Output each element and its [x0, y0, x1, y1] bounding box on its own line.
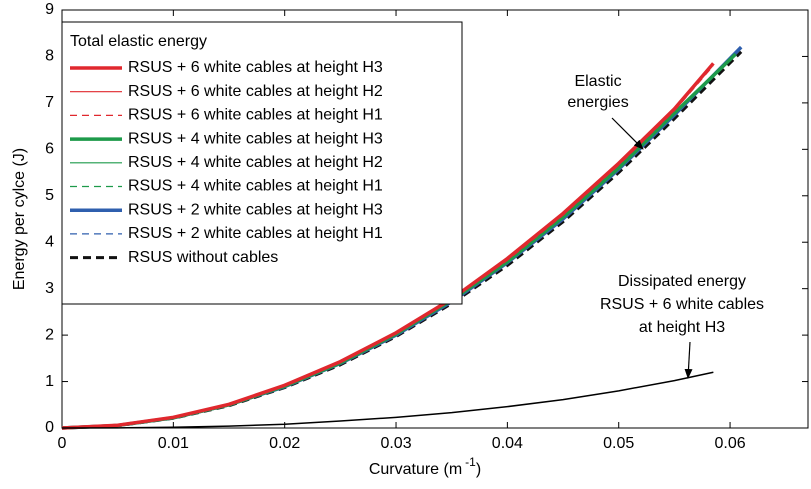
y-tick-label: 7: [45, 94, 54, 111]
series-line: [61, 62, 715, 430]
legend-label: RSUS + 4 white cables at height H1: [128, 178, 383, 195]
legend-label: RSUS + 2 white cables at height H3: [128, 201, 383, 218]
x-axis-label-sup: -1: [465, 455, 476, 469]
y-tick-label: 0: [45, 419, 54, 436]
annotation: at height H3: [639, 319, 725, 336]
legend-title: Total elastic energy: [70, 33, 207, 50]
x-tick-label: 0.02: [269, 435, 300, 452]
legend-label: RSUS + 2 white cables at height H1: [128, 225, 383, 242]
x-axis-label: Curvature (m -1): [369, 455, 481, 478]
legend-label: RSUS + 6 white cables at height H3: [128, 59, 383, 76]
y-tick-label: 6: [45, 141, 54, 158]
x-tick-label: 0.01: [158, 435, 189, 452]
y-tick-label: 9: [45, 1, 54, 18]
x-tick-label: 0.05: [603, 435, 634, 452]
y-axis-label: Energy per cylce (J): [11, 148, 28, 290]
y-tick-label: 4: [45, 233, 54, 250]
legend-label: RSUS + 4 white cables at height H2: [128, 154, 383, 171]
legend-label: RSUS + 6 white cables at height H2: [128, 83, 383, 100]
y-tick-label: 8: [45, 48, 54, 65]
y-tick-label: 5: [45, 187, 54, 204]
annotation: energies: [567, 94, 628, 111]
annotation-arrow: [611, 117, 644, 150]
legend-box: [61, 21, 463, 305]
x-axis-label-main: Curvature (m: [369, 461, 462, 478]
x-tick-label: 0.04: [492, 435, 523, 452]
dissipated-line: [61, 371, 714, 429]
annotation: Elastic: [574, 73, 621, 90]
annotation: RSUS + 6 white cables: [600, 296, 764, 313]
legend-label: RSUS + 6 white cables at height H1: [128, 107, 383, 124]
annotation: Dissipated energy: [618, 273, 746, 290]
y-tick-label: 1: [45, 373, 54, 390]
x-tick-label: 0.03: [380, 435, 411, 452]
annotation-arrow: [684, 341, 693, 379]
x-axis-label-end: ): [476, 461, 481, 478]
y-tick-label: 3: [45, 280, 54, 297]
x-tick-label: 0.06: [714, 435, 745, 452]
legend-label: RSUS without cables: [128, 249, 278, 266]
y-tick-label: 2: [45, 326, 54, 343]
legend: Total elastic energy RSUS + 6 white cable…: [61, 21, 463, 305]
legend-label: RSUS + 4 white cables at height H3: [128, 130, 383, 147]
x-tick-label: 0: [58, 435, 67, 452]
